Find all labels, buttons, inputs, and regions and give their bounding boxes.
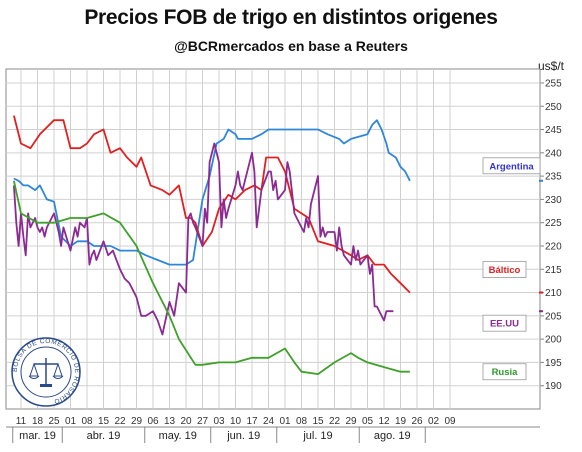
month-label: mar. 19 (19, 430, 56, 442)
x-tick-label: 22 (329, 416, 341, 427)
series-label-box-rusia (482, 363, 527, 381)
y-tick-label: 240 (545, 148, 562, 159)
x-tick-label: 06 (147, 416, 159, 427)
series-line-argentina (13, 119, 411, 266)
y-tick-label: 235 (545, 172, 562, 183)
x-tick-label: 02 (428, 416, 440, 427)
y-tick-label: 205 (545, 311, 562, 322)
x-tick-label: 03 (213, 416, 225, 427)
chart-title: Precios FOB de trigo en distintos origen… (84, 6, 498, 29)
x-tick-label: 05 (362, 416, 374, 427)
y-tick-label: 220 (545, 241, 562, 252)
series-label-ee-uu: EE.UU (490, 319, 519, 330)
x-tick-label: 26 (411, 416, 423, 427)
x-tick-label: 15 (98, 416, 110, 427)
x-tick-label: 19 (395, 416, 407, 427)
x-tick-label: 27 (197, 416, 209, 427)
x-axis: 11 18 25 01 08 15 22 29 06 13 20 27 03 10 17 24 01 08 15 22… (6, 416, 540, 428)
y-tick-label: 245 (545, 125, 562, 136)
month-axis: mar. 19 abr. 19 may. 19 jun. 19 jul. 19 ago. … (12, 427, 426, 443)
y-tick-label: 230 (545, 195, 562, 206)
series-label-box-argentina (482, 157, 541, 175)
series-line-rusia (13, 180, 410, 376)
y-tick-label: 210 (545, 288, 562, 299)
x-tick-label: 08 (296, 416, 308, 427)
x-tick-label: 17 (246, 416, 258, 427)
series-label-baltico: Báltico (489, 265, 521, 276)
series-labels: Argentina Báltico EE.UU Rusia (482, 157, 541, 381)
series-label-box-ee-uu (482, 314, 527, 332)
month-label: jun. 19 (226, 430, 260, 442)
series-label-argentina: Argentina (489, 161, 534, 172)
y-tick-label: 190 (545, 381, 562, 392)
y-axis-unit-label: us$/t (538, 59, 565, 73)
chart-subtitle: @BCRmercados en base a Reuters (174, 38, 408, 54)
y-tick-label: 250 (545, 102, 562, 113)
x-tick-label: 08 (81, 416, 93, 427)
series-label-rusia: Rusia (492, 367, 519, 378)
bcr-logo-seal: BOLSA DE COMERCIO DE ROSARIO (11, 337, 81, 407)
month-label: may. 19 (159, 430, 197, 442)
x-tick-label: 22 (114, 416, 126, 427)
x-tick-label: 25 (48, 416, 60, 427)
month-label: ago. 19 (374, 430, 411, 442)
x-tick-label: 13 (164, 416, 176, 427)
end-value-markers (539, 179, 543, 313)
x-tick-label: 09 (444, 416, 456, 427)
x-tick-label: 01 (65, 416, 77, 427)
y-axis: 190 195 200 205 210 215 220 225 230 235 240 245 250 2… (540, 78, 562, 392)
x-tick-label: 24 (263, 416, 275, 427)
x-tick-label: 29 (131, 416, 143, 427)
x-tick-label: 20 (180, 416, 192, 427)
month-label: abr. 19 (87, 430, 121, 442)
y-tick-label: 255 (545, 78, 562, 89)
series-label-box-baltico (482, 261, 527, 278)
x-tick-label: 10 (230, 416, 242, 427)
y-tick-label: 195 (545, 358, 562, 369)
y-tick-label: 225 (545, 218, 562, 229)
x-tick-label: 29 (345, 416, 357, 427)
y-tick-label: 215 (545, 265, 562, 276)
month-label: jul. 19 (302, 430, 332, 442)
x-tick-label: 11 (16, 416, 27, 427)
plot-area (5, 68, 541, 410)
x-tick-label: 15 (312, 416, 324, 427)
x-tick-label: 18 (32, 416, 44, 427)
series-lines (13, 115, 411, 376)
series-line-ee-uu (13, 142, 394, 336)
y-tick-label: 200 (545, 335, 562, 346)
x-tick-label: 01 (279, 416, 291, 427)
x-tick-label: 12 (378, 416, 390, 427)
